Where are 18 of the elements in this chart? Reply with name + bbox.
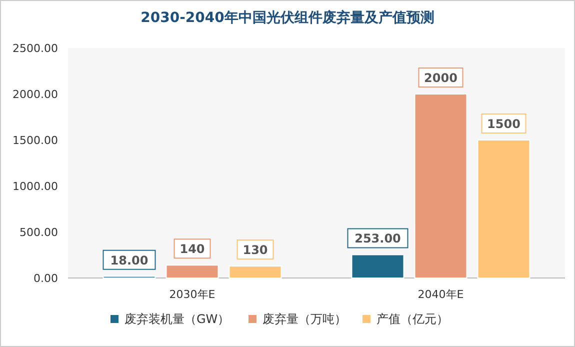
data-label: 253.00 [354, 232, 401, 246]
chart-title: 2030-2040年中国光伏组件废弃量及产值预测 [140, 9, 434, 26]
data-label: 140 [180, 242, 205, 256]
data-label: 130 [242, 243, 268, 258]
y-tick-label: 0.00 [34, 272, 58, 285]
data-label: 2000 [424, 71, 458, 85]
legend-label: 废弃量（万吨） [262, 312, 346, 326]
data-label: 18.00 [110, 253, 148, 268]
x-tick-label: 2040年E [418, 288, 464, 301]
legend-label: 产值（亿元） [376, 312, 448, 326]
legend-label: 废弃装机量（GW） [124, 312, 230, 326]
y-tick-label: 1000.00 [12, 180, 58, 193]
y-tick-label: 2500.00 [12, 42, 58, 55]
y-tick-label: 1500.00 [12, 134, 58, 147]
y-tick-label: 2000.00 [12, 88, 58, 101]
y-tick-label: 500.00 [20, 226, 58, 239]
x-tick-label: 2030年E [169, 288, 216, 301]
data-label: 1500 [487, 117, 520, 131]
